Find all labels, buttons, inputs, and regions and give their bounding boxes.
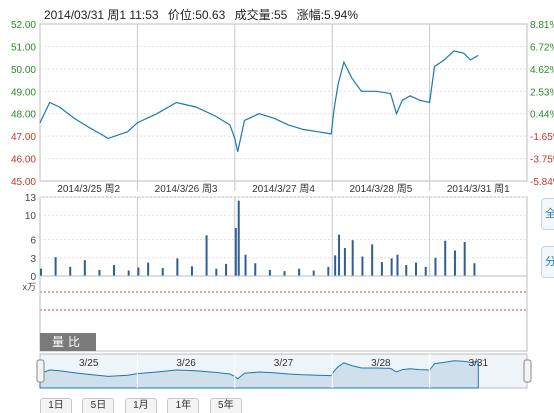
volume-bar (434, 257, 437, 276)
volume-unit-label: x万 (22, 282, 36, 292)
period-tab-1y[interactable]: 1年 (167, 398, 200, 413)
day-label: 2014/3/25 周2 (57, 183, 120, 195)
volume-bar (343, 248, 346, 276)
period-tab-1m[interactable]: 1月 (124, 398, 157, 413)
volume-bar (147, 262, 150, 276)
navigator-label: 3/27 (274, 358, 294, 369)
volume-bar (40, 268, 42, 276)
volume-bar (205, 235, 208, 276)
quote-datetime: 2014/03/31 周1 11:53 (44, 8, 159, 22)
volume-panel: 13 10 6 3 0x万 (22, 193, 528, 352)
day-label: 2014/3/28 周5 (349, 183, 412, 195)
ratio-plot-area (39, 275, 528, 352)
day-label: 2014/3/26 周3 (155, 183, 218, 195)
quote-info-bar: 2014/03/31 周1 11:53 价位:50.63 成交量:55 涨幅:5… (44, 6, 364, 23)
volume-bar (244, 254, 247, 276)
price-panel: 52.00 8.81% 51.00 6.72% 50.00 4.62% 49.00 2.53%… (11, 20, 554, 195)
volume-tick-label: 6 (30, 236, 36, 247)
period-tab-1d[interactable]: 1日 (40, 398, 72, 413)
period-tabs: 1日 5日 1月 1年 5年 (40, 395, 248, 413)
side-button-full[interactable]: 全 (541, 198, 554, 230)
volume-bar (361, 256, 364, 276)
volume-bar (54, 257, 57, 276)
volume-bar (312, 270, 315, 276)
volume-bar (237, 200, 240, 276)
price-tick-label: 49.00 (11, 87, 36, 98)
volume-bar (463, 241, 466, 276)
price-tick-label: 45.00 (11, 177, 36, 188)
pct-tick-label: -1.65% (530, 132, 554, 143)
volume-bar (380, 262, 383, 276)
price-tick-label: 51.00 (11, 42, 36, 53)
pct-tick-label: -3.75% (530, 155, 554, 166)
navigator-label: 3/26 (176, 358, 196, 369)
pct-tick-label: -5.84% (530, 177, 554, 188)
volume-bar (127, 270, 130, 276)
quote-price: 价位:50.63 (167, 8, 226, 22)
navigator-label: 3/31 (469, 358, 489, 369)
volume-bar (424, 266, 427, 276)
volume-bar (414, 262, 417, 276)
navigator-left-handle[interactable] (36, 359, 45, 383)
volume-bar (473, 263, 476, 276)
volume-tick-label: 0 (30, 272, 36, 283)
navigator-label: 3/28 (371, 358, 391, 369)
quote-change: 涨幅:5.94% (296, 8, 359, 22)
volume-bar (137, 267, 140, 276)
volume-tick-label: 13 (25, 193, 37, 204)
price-tick-label: 46.00 (11, 155, 36, 166)
day-label: 2014/3/31 周1 (447, 183, 510, 195)
price-tick-label: 47.00 (11, 132, 36, 143)
volume-bar (69, 266, 72, 276)
day-label: 2014/3/27 周4 (252, 183, 315, 195)
price-tick-label: 52.00 (11, 20, 36, 31)
navigator-right-handle[interactable] (523, 359, 532, 383)
volume-bar (283, 271, 286, 276)
volume-bar (113, 265, 116, 276)
pct-tick-label: 6.72% (530, 42, 554, 53)
volume-bar (190, 266, 193, 276)
volume-ratio-tab[interactable]: 量比 (40, 333, 96, 351)
volume-bar (444, 240, 447, 276)
period-tab-5y[interactable]: 5年 (209, 398, 242, 413)
price-tick-label: 50.00 (11, 65, 36, 76)
volume-tick-label: 3 (30, 254, 36, 265)
navigator-series (39, 360, 479, 389)
navigator-label: 3/25 (79, 358, 99, 369)
volume-bar (351, 240, 354, 276)
price-line (39, 50, 479, 152)
side-button-split[interactable]: 分 (541, 246, 554, 278)
volume-bar (161, 268, 164, 276)
volume-tick-label: 10 (25, 211, 37, 222)
volume-bar (396, 254, 399, 276)
price-plot-area (39, 23, 528, 182)
volume-bar (390, 258, 393, 276)
pct-tick-label: 0.44% (530, 110, 554, 121)
price-tick-label: 48.00 (11, 110, 36, 121)
volume-bar (254, 263, 257, 276)
volume-bar (83, 260, 86, 276)
pct-tick-label: 8.81% (530, 20, 554, 31)
volume-bar (234, 227, 237, 276)
volume-bar (225, 263, 228, 276)
volume-bar (405, 265, 408, 276)
pct-tick-label: 2.53% (530, 87, 554, 98)
volume-bar (176, 258, 179, 276)
volume-bar (327, 266, 330, 276)
volume-bar (334, 255, 337, 276)
volume-bar (371, 244, 374, 276)
volume-bar (453, 250, 456, 276)
stock-chart[interactable]: 52.00 8.81% 51.00 6.72% 50.00 4.62% 49.00 2.53%… (0, 0, 554, 401)
volume-bar (98, 269, 101, 276)
quote-volume: 成交量:55 (234, 8, 288, 22)
volume-bar (298, 268, 301, 276)
volume-bar (268, 269, 271, 276)
pct-tick-label: 4.62% (530, 65, 554, 76)
volume-bar (338, 234, 341, 276)
navigator-panel[interactable]: 3/25 3/26 3/27 3/28 3/31 (36, 353, 532, 389)
volume-bar (215, 268, 218, 276)
period-tab-5d[interactable]: 5日 (82, 398, 115, 413)
